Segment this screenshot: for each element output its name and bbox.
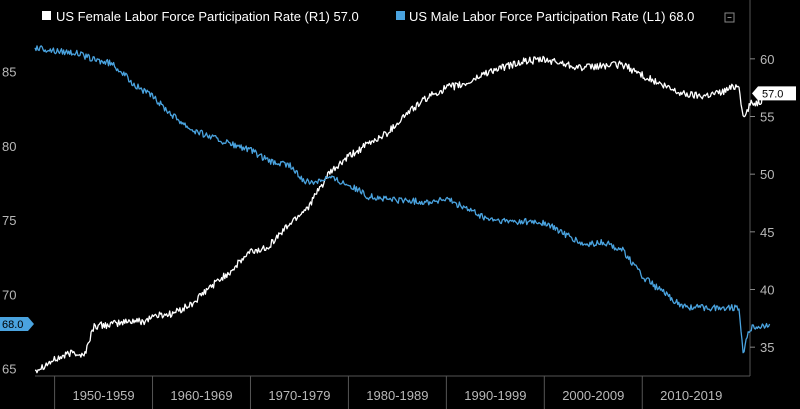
male-participation-line — [34, 45, 771, 354]
legend-swatch-male — [396, 11, 405, 20]
right-axis: 35 40 45 50 55 60 — [750, 52, 774, 355]
female-last-value-label: 57.0 — [762, 88, 783, 100]
x-tick-label: 2010-2019 — [660, 388, 722, 403]
x-tick-label: 1990-1999 — [464, 388, 526, 403]
x-tick-label: 1950-1959 — [72, 388, 134, 403]
end-labels: 57.0 68.0 — [0, 86, 796, 332]
x-tick-label: 1970-1979 — [268, 388, 330, 403]
female-last-value-tag — [752, 86, 796, 101]
left-tick-label: 70 — [2, 287, 16, 302]
x-tick-label: 1980-1989 — [366, 388, 428, 403]
right-tick-label: 55 — [760, 110, 774, 125]
right-tick-label: 35 — [760, 340, 774, 355]
legend-collapse-button[interactable] — [724, 12, 735, 23]
legend: US Female Labor Force Participation Rate… — [42, 9, 735, 24]
legend-collapse-icon — [724, 12, 735, 23]
right-tick-label: 60 — [760, 52, 774, 67]
legend-swatch-female — [42, 11, 51, 20]
right-tick-label: 40 — [760, 283, 774, 298]
series-layer — [34, 45, 771, 374]
right-tick-label: 50 — [760, 167, 774, 182]
female-participation-line — [34, 55, 770, 374]
male-last-value-tag — [0, 317, 34, 332]
left-axis: 65 70 75 80 85 — [2, 65, 16, 377]
male-last-value-label: 68.0 — [2, 319, 23, 331]
right-tick-label: 45 — [760, 225, 774, 240]
left-tick-label: 75 — [2, 213, 16, 228]
x-axis: 1950-1959 1960-1969 1970-1979 1980-1989 1990… — [54, 376, 722, 409]
x-tick-label: 1960-1969 — [170, 388, 232, 403]
x-tick-label: 2000-2009 — [562, 388, 624, 403]
legend-label-female: US Female Labor Force Participation Rate… — [56, 9, 359, 24]
legend-label-male: US Male Labor Force Participation Rate (… — [409, 9, 694, 24]
left-tick-label: 85 — [2, 65, 16, 80]
left-tick-label: 80 — [2, 139, 16, 154]
left-tick-label: 65 — [2, 362, 16, 377]
